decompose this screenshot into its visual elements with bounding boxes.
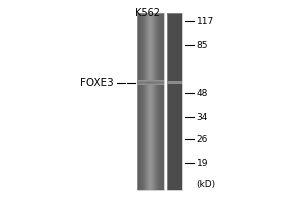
Text: 19: 19	[196, 158, 208, 168]
Text: 48: 48	[196, 88, 208, 98]
Text: K562: K562	[134, 8, 160, 18]
Text: 26: 26	[196, 134, 208, 144]
Text: 34: 34	[196, 112, 208, 121]
Bar	[136, 13, 164, 190]
Bar	[167, 13, 182, 190]
Text: 85: 85	[196, 40, 208, 49]
Text: (kD): (kD)	[196, 180, 216, 188]
Text: 117: 117	[196, 17, 214, 25]
Text: FOXE3: FOXE3	[80, 78, 114, 88]
